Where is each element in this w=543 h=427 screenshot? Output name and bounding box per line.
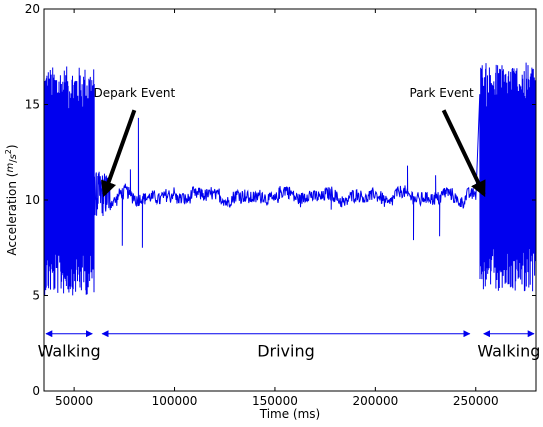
phase-label: Walking [38,342,101,361]
axis-ticks: 50000 100000 150000 200000 250000 0 5 10 15 20 [25,2,536,408]
phase-label: Walking [477,342,540,361]
plot-frame [43,8,537,392]
event-arrow [101,109,137,198]
x-tick-label: 50000 [55,394,93,408]
y-tick-label: 5 [32,289,40,303]
annotations: Depark Event Park Event [94,86,486,198]
x-tick-label: 250000 [453,394,499,408]
phase-label: Driving [257,342,315,361]
x-tick-label: 200000 [352,394,398,408]
y-tick-label: 10 [25,193,40,207]
acceleration-series-line [44,62,536,296]
event-annotation-label: Park Event [410,86,474,100]
y-axis-label: Acceleration (m/s2) [4,144,19,255]
x-tick-label: 150000 [252,394,298,408]
phase-markers: Walking Driving Walking [38,330,540,361]
y-tick-label: 20 [25,2,40,16]
event-arrow [441,109,486,198]
x-tick-label: 100000 [152,394,198,408]
y-tick-label: 15 [25,98,40,112]
x-axis-label: Time (ms) [259,407,321,421]
series-layer [44,62,536,296]
y-tick-label: 0 [32,384,40,398]
event-annotation-label: Depark Event [94,86,176,100]
